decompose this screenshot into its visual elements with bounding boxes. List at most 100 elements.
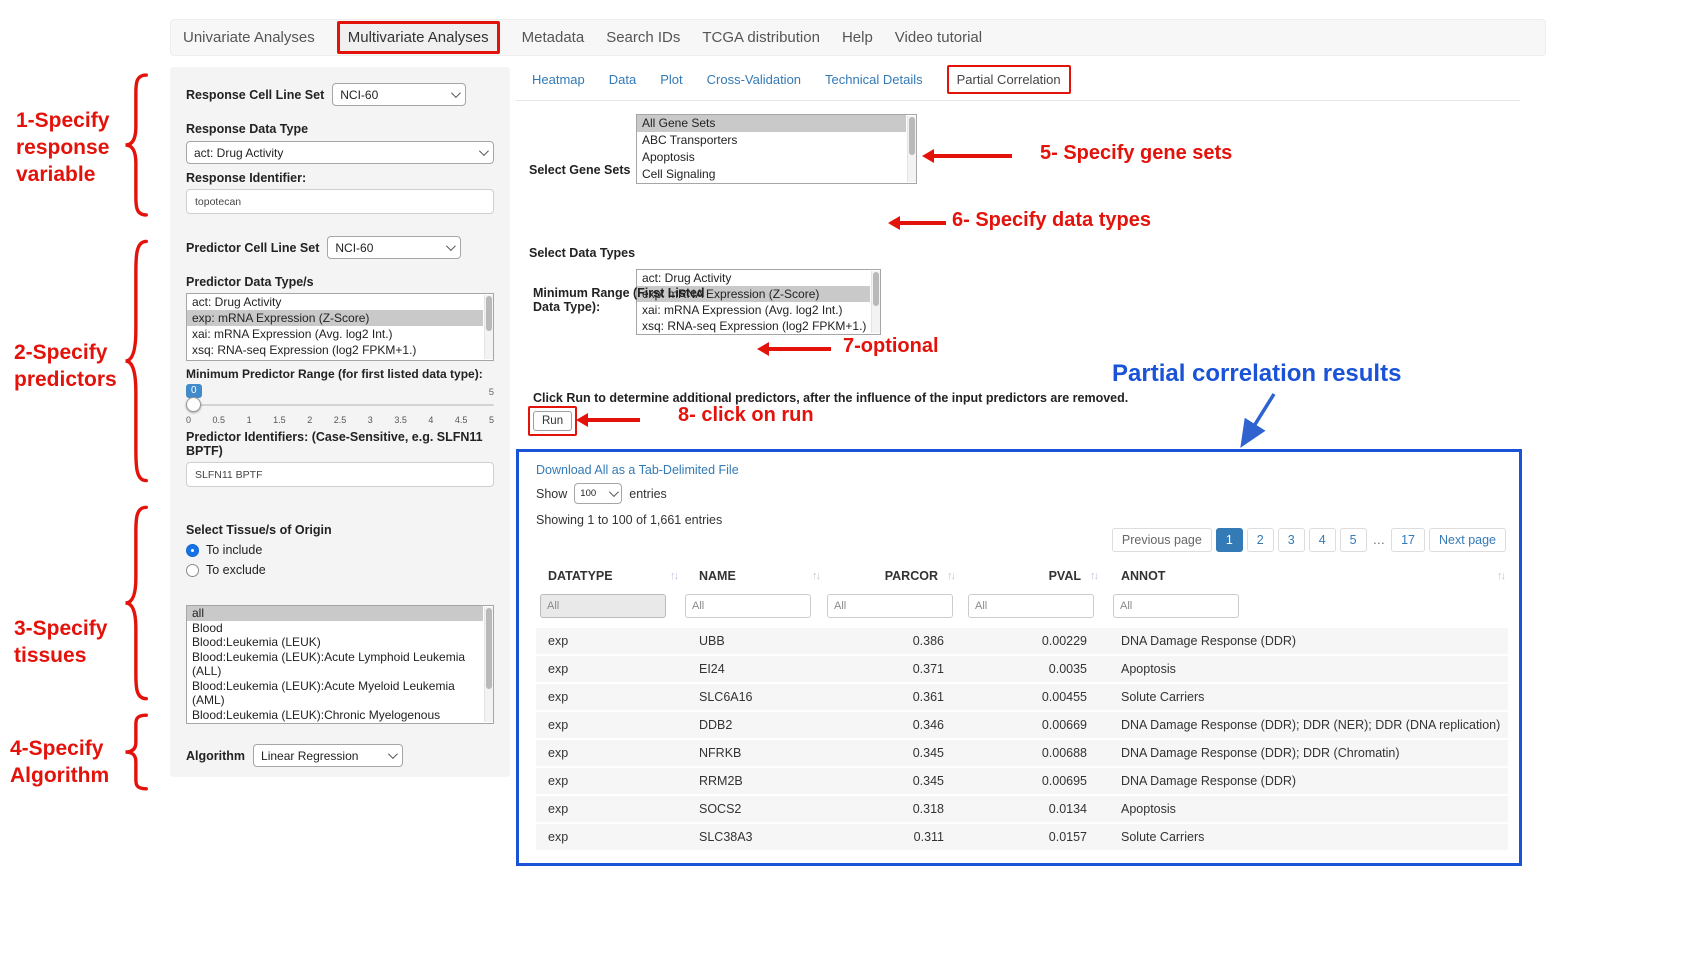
filter-input-parcor[interactable]: [827, 594, 953, 618]
scrollbar-thumb[interactable]: [873, 272, 879, 307]
nav-video-tutorial[interactable]: Video tutorial: [894, 29, 983, 46]
list-option[interactable]: xai: mRNA Expression (Avg. log2 Int.): [192, 327, 393, 341]
page-1-button[interactable]: 1: [1215, 528, 1243, 552]
scrollbar[interactable]: [484, 607, 493, 722]
scrollbar[interactable]: [871, 271, 880, 333]
tab-cross-validation[interactable]: Cross-Validation: [706, 72, 802, 87]
nav-search-ids[interactable]: Search IDs: [606, 29, 681, 46]
column-header-pval[interactable]: PVAL ↑↓: [958, 560, 1101, 592]
nav-multivariate-analyses[interactable]: Multivariate Analyses: [336, 21, 500, 54]
scrollbar-thumb[interactable]: [486, 296, 492, 332]
list-option-selected[interactable]: All Gene Sets: [637, 115, 906, 132]
column-header-name[interactable]: NAME ↑↓: [681, 560, 823, 592]
tissue-include-radio[interactable]: To include: [186, 543, 494, 557]
nav-univariate-analyses[interactable]: Univariate Analyses: [183, 29, 315, 46]
page-2-button[interactable]: 2: [1246, 528, 1274, 552]
list-option-selected[interactable]: exp: mRNA Expression (Z-Score): [187, 310, 483, 326]
algorithm-select[interactable]: Linear Regression: [253, 744, 404, 767]
list-option-selected[interactable]: all: [187, 606, 483, 621]
column-label: DATATYPE: [548, 569, 613, 583]
nav-help[interactable]: Help: [841, 29, 873, 46]
tab-heatmap[interactable]: Heatmap: [532, 72, 585, 87]
table-row[interactable]: exp SLC38A3 0.311 0.0157 Solute Carriers: [536, 822, 1508, 850]
table-row[interactable]: exp SLC6A16 0.361 0.00455 Solute Carrier…: [536, 682, 1508, 711]
list-option[interactable]: Cell Signaling: [642, 167, 716, 181]
arrow-step6: [888, 216, 946, 230]
data-types-listbox[interactable]: act: Drug Activity exp: mRNA Expression …: [636, 269, 881, 335]
page-next-button[interactable]: Next page: [1429, 528, 1506, 552]
sort-icon[interactable]: ↑↓: [947, 570, 956, 582]
table-row[interactable]: exp RRM2B 0.345 0.00695 DNA Damage Respo…: [536, 766, 1508, 795]
tissue-exclude-radio[interactable]: To exclude: [186, 563, 494, 577]
table-row[interactable]: exp EI24 0.371 0.0035 Apoptosis: [536, 654, 1508, 683]
filter-input-name[interactable]: [685, 594, 811, 618]
scrollbar-thumb[interactable]: [909, 117, 915, 156]
filter-input-datatype[interactable]: [540, 594, 666, 618]
filter-input-annot[interactable]: [1113, 594, 1239, 618]
filter-input-pval[interactable]: [968, 594, 1094, 618]
predictor-range-slider[interactable]: 0 5 0 0.5 1 1.5 2 2.5 3 3.5 4 4.5 5: [186, 384, 494, 428]
cell-datatype: exp: [536, 822, 681, 850]
list-option[interactable]: Blood:Leukemia (LEUK): [192, 635, 321, 649]
select-value: NCI-60: [340, 87, 379, 102]
sort-icon[interactable]: ↑↓: [812, 570, 821, 582]
tab-partial-correlation[interactable]: Partial Correlation: [946, 65, 1071, 94]
table-row[interactable]: exp NFRKB 0.345 0.00688 DNA Damage Respo…: [536, 738, 1508, 767]
list-option[interactable]: Blood: [192, 620, 223, 635]
list-option[interactable]: Blood:Leukemia (LEUK):Chronic Myelogenou…: [192, 707, 441, 724]
table-row[interactable]: exp SOCS2 0.318 0.0134 Apoptosis: [536, 794, 1508, 823]
scrollbar[interactable]: [484, 295, 493, 359]
list-option-selected[interactable]: exp: mRNA Expression (Z-Score): [637, 286, 870, 302]
list-option[interactable]: xai: mRNA Expression (Avg. log2 Int.): [642, 303, 843, 317]
partial-correlation-results-panel: Download All as a Tab-Delimited File Sho…: [516, 449, 1522, 866]
list-option[interactable]: ABC Transporters: [642, 133, 738, 147]
nav-tcga-distribution[interactable]: TCGA distribution: [702, 29, 820, 46]
slider-track[interactable]: [186, 404, 494, 406]
list-option[interactable]: xsq: RNA-seq Expression (log2 FPKM+1.): [642, 319, 867, 333]
list-option[interactable]: Apoptosis: [642, 150, 695, 164]
cell-parcor: 0.386: [823, 626, 958, 655]
tissue-listbox[interactable]: all Blood Blood:Leukemia (LEUK) Blood:Le…: [186, 605, 494, 724]
radio-unchecked-icon[interactable]: [186, 563, 199, 577]
sort-icon[interactable]: ↑↓: [1090, 570, 1099, 582]
predictor-cell-line-set-select[interactable]: NCI-60: [327, 236, 462, 259]
table-row[interactable]: exp UBB 0.386 0.00229 DNA Damage Respons…: [536, 626, 1508, 655]
page-17-button[interactable]: 17: [1391, 528, 1426, 552]
run-button[interactable]: Run: [533, 411, 573, 431]
list-option[interactable]: act: Drug Activity: [642, 271, 732, 285]
tab-data[interactable]: Data: [608, 72, 637, 87]
sort-icon[interactable]: ↑↓: [1497, 570, 1506, 582]
radio-checked-icon[interactable]: [186, 543, 199, 557]
gene-sets-listbox[interactable]: All Gene Sets ABC Transporters Apoptosis…: [636, 114, 917, 184]
slider-handle[interactable]: [186, 397, 201, 412]
response-cell-line-set-select[interactable]: NCI-60: [332, 83, 467, 106]
list-option[interactable]: xsq: RNA-seq Expression (log2 FPKM+1.): [192, 343, 417, 357]
page-previous-button[interactable]: Previous page: [1111, 528, 1212, 552]
list-option[interactable]: Blood:Leukemia (LEUK):Acute Lymphoid Leu…: [192, 649, 466, 679]
page-3-button[interactable]: 3: [1277, 528, 1305, 552]
nav-metadata[interactable]: Metadata: [521, 29, 585, 46]
page-5-button[interactable]: 5: [1339, 528, 1367, 552]
list-option[interactable]: Blood:Leukemia (LEUK):Acute Myeloid Leuk…: [192, 678, 455, 708]
predictor-data-types-listbox[interactable]: act: Drug Activity exp: mRNA Expression …: [186, 293, 494, 361]
tab-plot[interactable]: Plot: [660, 72, 683, 87]
tab-technical-details[interactable]: Technical Details: [825, 72, 923, 87]
response-identifier-input[interactable]: [186, 189, 494, 214]
table-row[interactable]: exp DDB2 0.346 0.00669 DNA Damage Respon…: [536, 710, 1508, 739]
column-header-datatype[interactable]: DATATYPE ↑↓: [536, 560, 681, 592]
scrollbar-thumb[interactable]: [486, 608, 492, 689]
scrollbar[interactable]: [907, 116, 916, 182]
min-predictor-range-label: Minimum Predictor Range (for first liste…: [186, 367, 483, 381]
list-option[interactable]: act: Drug Activity: [192, 295, 282, 309]
page-length-select[interactable]: 100: [574, 483, 623, 504]
predictor-identifiers-input[interactable]: [186, 462, 494, 487]
select-value: 100: [580, 488, 597, 499]
column-header-annot[interactable]: ANNOT ↑↓: [1101, 560, 1508, 592]
predictor-cell-line-set-label: Predictor Cell Line Set: [186, 240, 320, 255]
page-4-button[interactable]: 4: [1308, 528, 1336, 552]
response-data-type-select[interactable]: act: Drug Activity: [186, 141, 494, 164]
download-link[interactable]: Download All as a Tab-Delimited File: [536, 463, 739, 477]
sort-icon[interactable]: ↑↓: [670, 570, 679, 582]
column-header-parcor[interactable]: PARCOR ↑↓: [823, 560, 958, 592]
